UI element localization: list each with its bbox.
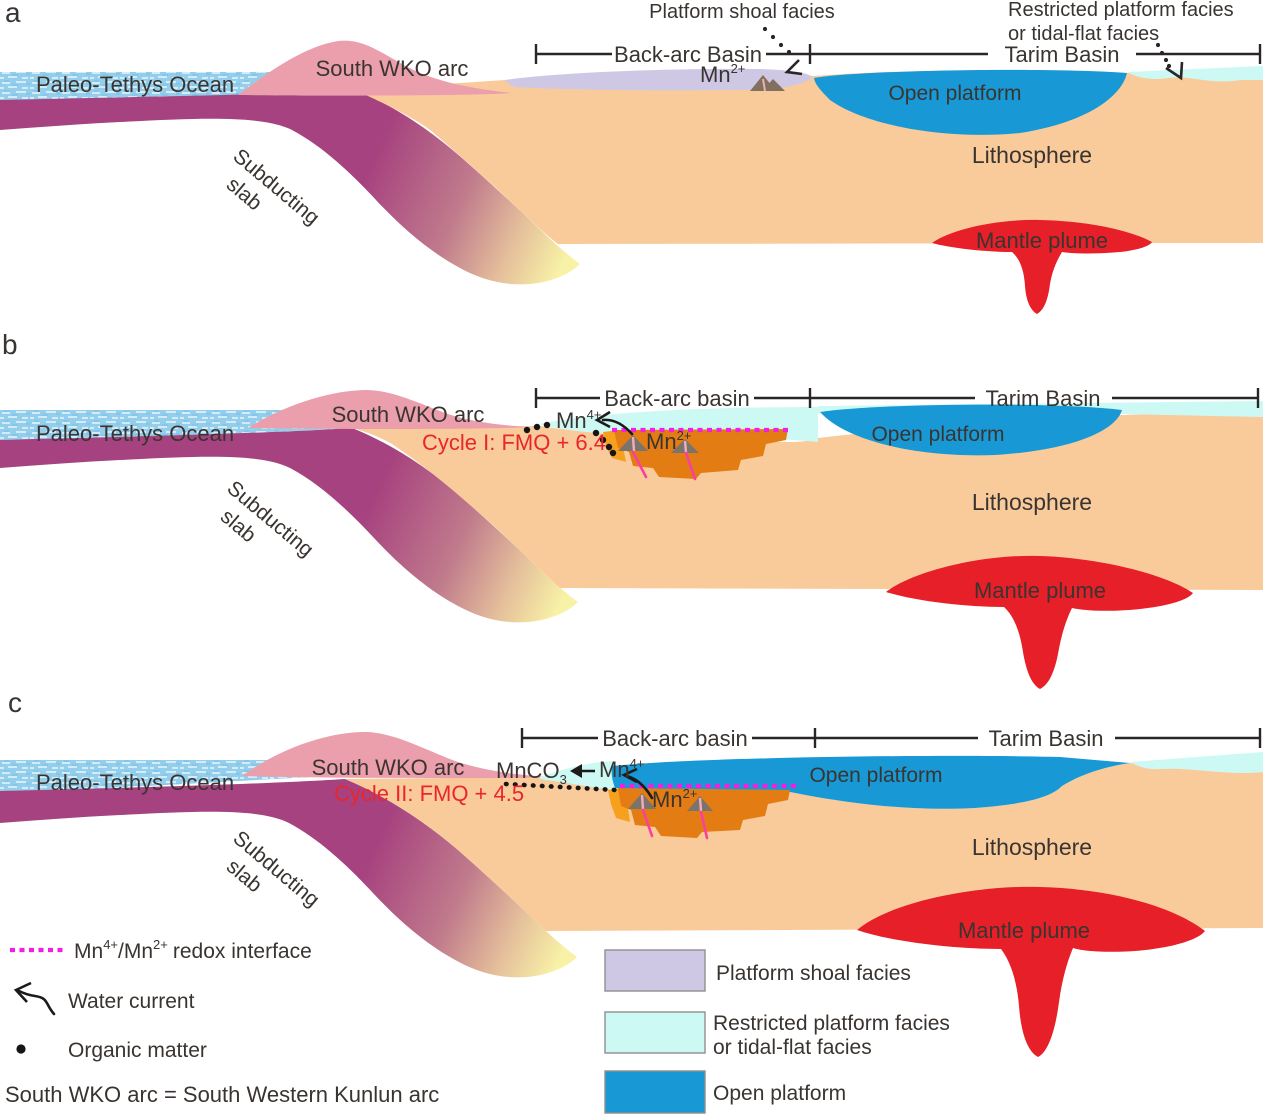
shoal-leader — [762, 26, 803, 76]
backarc-label-c: Back-arc basin — [602, 726, 748, 751]
restricted-wedge-c — [540, 761, 614, 790]
water-current-key-icon — [17, 989, 56, 1016]
organic-matter-key-icon — [16, 1044, 26, 1054]
panel-label-a: a — [5, 0, 21, 28]
wko-note: South WKO arc = South Western Kunlun arc — [5, 1082, 439, 1107]
open-platform-b — [820, 404, 1122, 456]
left-arrow-icon — [570, 764, 582, 778]
platform-shoal-band-a — [505, 68, 813, 91]
organic-matter-dots-c — [503, 781, 619, 793]
volcano-vent — [698, 797, 703, 812]
mantle-plume-label-c: Mantle plume — [958, 918, 1090, 943]
arc-label-b: South WKO arc — [332, 402, 485, 427]
volcano-icon — [762, 79, 785, 91]
mn4-label-c: Mn4+ — [599, 756, 644, 782]
subducting-slab-a — [0, 90, 580, 285]
dike-line — [699, 810, 709, 840]
backarc-label-a: Back-arc Basin — [614, 42, 762, 67]
arc-a — [238, 40, 512, 96]
mn2-label-a: Mn2+ — [700, 61, 745, 87]
panel-c: c Back-arc basin Tarim Basin Paleo-Tethy… — [0, 687, 1263, 1057]
restricted-leader — [1155, 42, 1184, 81]
ocean-label-b: Paleo-Tethys Ocean — [36, 421, 234, 446]
lithosphere-label-c: Lithosphere — [972, 834, 1092, 860]
backarc-label-b: Back-arc basin — [604, 386, 750, 411]
open-platform-label-b: Open platform — [871, 423, 1004, 446]
arc-label-c: South WKO arc — [312, 755, 465, 780]
swatch-restricted-label1: Restricted platform facies — [713, 1012, 950, 1035]
down-left-arrow-icon — [784, 59, 803, 76]
organic-matter-key-label: Organic matter — [68, 1039, 207, 1062]
arrowhead-icon — [13, 981, 32, 1003]
mn2-label-b: Mn2+ — [646, 428, 691, 454]
cycle-label-b: Cycle I: FMQ + 6.4 — [422, 430, 606, 455]
dike-line — [631, 450, 648, 479]
tarim-label-a: Tarim Basin — [1005, 42, 1120, 67]
arc-b — [248, 390, 532, 429]
open-platform-label-a: Open platform — [888, 82, 1021, 105]
arc-c — [242, 731, 556, 779]
swatch-platform-shoal — [604, 949, 706, 992]
lithosphere-label-a: Lithosphere — [972, 142, 1092, 168]
ocean-c — [0, 760, 330, 794]
tarim-label-c: Tarim Basin — [989, 726, 1104, 751]
mn2-label-c: Mn2+ — [652, 786, 697, 812]
restricted-facies-a — [1127, 66, 1263, 82]
arrowhead-icon — [621, 767, 638, 784]
redox-interface-key-label: Mn4+/Mn2+ redox interface — [74, 937, 312, 963]
mantle-plume-label-a: Mantle plume — [976, 228, 1108, 253]
legend: Mn4+/Mn2+ redox interface Water current O… — [5, 937, 950, 1114]
open-platform-a — [814, 69, 1127, 135]
dike-line — [641, 808, 654, 838]
deposit-b — [614, 429, 788, 479]
restricted-callout-line2-a: or tidal-flat facies — [1008, 23, 1159, 45]
swatch-open-platform-label: Open platform — [713, 1082, 846, 1105]
shoal-callout-a: Platform shoal facies — [649, 1, 835, 23]
subducting-slab-c — [0, 779, 577, 978]
tarim-bracket-a — [810, 44, 1262, 64]
water-current-key-label: Water current — [68, 990, 195, 1013]
arrowhead-icon — [594, 410, 611, 429]
deposit-c — [618, 788, 790, 838]
panel-a: a Platform shoal facies Restricted platf… — [0, 0, 1263, 314]
volcano-vent — [762, 78, 766, 92]
tarim-bracket-c — [815, 728, 1262, 748]
mantle-plume-label-b: Mantle plume — [974, 578, 1106, 603]
subducting-slab-b — [0, 428, 578, 623]
ocean-label-c: Paleo-Tethys Ocean — [36, 770, 234, 795]
mnco3-label-c: MnCO3 — [496, 758, 567, 787]
restricted-strip-c — [1130, 752, 1263, 774]
tarim-bracket-b — [810, 388, 1260, 408]
down-right-arrow-icon — [1165, 61, 1184, 81]
cycle-label-c: Cycle II: FMQ + 4.5 — [334, 781, 524, 806]
lithosphere-b — [352, 411, 1263, 590]
volcano-vent — [631, 436, 636, 452]
dike-line — [684, 451, 697, 481]
swatch-platform-shoal-label: Platform shoal facies — [716, 962, 911, 985]
swatch-open-platform — [604, 1070, 706, 1114]
swatch-restricted — [604, 1011, 706, 1054]
lithosphere-label-b: Lithosphere — [972, 489, 1092, 515]
organic-matter-dots-b — [523, 421, 617, 457]
panel-label-b: b — [2, 329, 18, 360]
water-current-arrow — [601, 418, 634, 436]
tarim-label-b: Tarim Basin — [986, 386, 1101, 411]
panel-b: b Back-arc basin Tarim Basin Paleo-Tethy… — [0, 329, 1263, 689]
mantle-plume-b — [886, 555, 1193, 689]
open-platform-label-c: Open platform — [809, 764, 942, 787]
mn4-label-b: Mn4+ — [556, 407, 601, 433]
mantle-plume-c — [857, 886, 1205, 1057]
volcano-vent — [683, 440, 688, 454]
panel-label-c: c — [8, 687, 22, 718]
restricted-callout-line1-a: Restricted platform facies — [1008, 0, 1234, 21]
arc-label-a: South WKO arc — [316, 56, 469, 81]
ocean-label-a: Paleo-Tethys Ocean — [36, 72, 234, 97]
swatch-restricted-label2: or tidal-flat facies — [713, 1036, 872, 1059]
open-platform-c — [611, 755, 1130, 809]
mantle-plume-a — [932, 219, 1152, 314]
volcano-vent — [640, 794, 645, 810]
